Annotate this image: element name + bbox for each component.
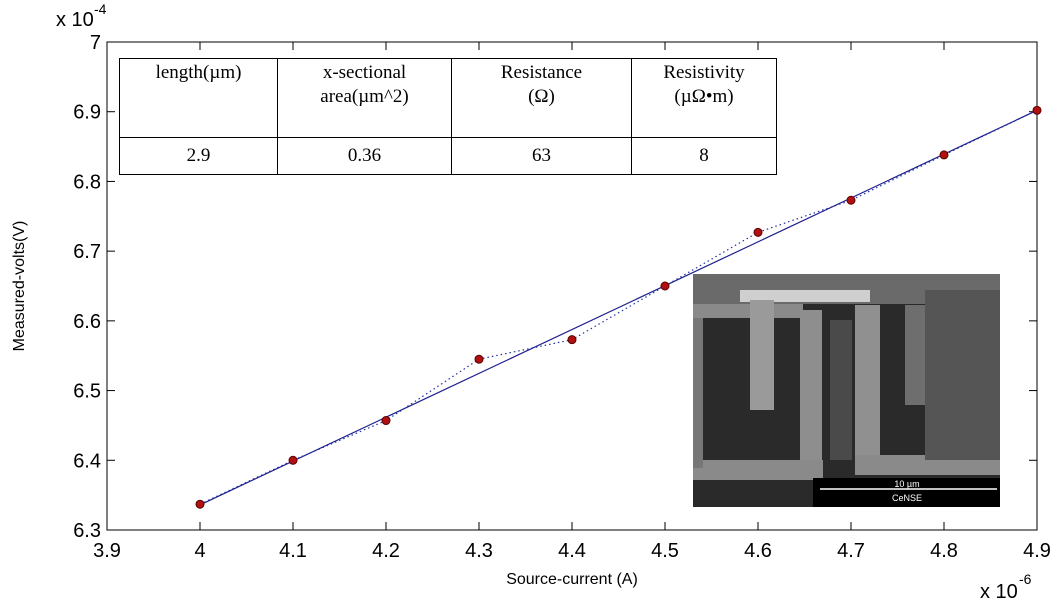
- y-tick-label: 6.6: [73, 311, 101, 333]
- data-point: [381, 416, 391, 426]
- y-tick-label: 6.8: [73, 171, 101, 193]
- x-tick-label: 4.3: [465, 540, 493, 562]
- table-cell: 0.36: [277, 137, 452, 175]
- data-point: [195, 499, 205, 509]
- y-tick-label: 6.5: [73, 381, 101, 403]
- x-exponent: x 10: [980, 581, 1018, 602]
- data-point: [660, 281, 670, 291]
- data-point: [939, 150, 949, 160]
- x-tick-label: 3.9: [93, 540, 121, 562]
- scale-bar-label: 10 µm: [894, 479, 919, 489]
- x-tick-label: 4.7: [837, 540, 865, 562]
- header-text: Resistance: [500, 62, 583, 83]
- x-tick-label: 4.1: [279, 540, 307, 562]
- x-tick-label: 4.6: [744, 540, 772, 562]
- header-cell: Resistance (Ω): [451, 58, 632, 138]
- x-tick-label: 4.4: [558, 540, 586, 562]
- data-point: [567, 335, 577, 345]
- data-point: [846, 195, 856, 205]
- table-cell: 2.9: [119, 137, 278, 175]
- header-cell: length(µm): [119, 58, 278, 138]
- y-tick-label: 6.3: [73, 520, 101, 542]
- x-tick-label: 4.5: [651, 540, 679, 562]
- header-text: x-sectional: [322, 62, 407, 83]
- header-cell: Resistivity (µΩ•m): [631, 58, 777, 138]
- table-cell: 63: [451, 137, 632, 175]
- x-tick-label: 4.8: [930, 540, 958, 562]
- sem-image: 10 µm CeNSE: [693, 274, 1000, 507]
- image-label: CeNSE: [892, 493, 922, 503]
- x-tick-label: 4: [194, 540, 205, 562]
- data-line: [199, 109, 1038, 505]
- x-exponent-power: -6: [1019, 571, 1032, 587]
- header-text: length(µm): [155, 62, 242, 83]
- x-axis-label: Source-current (A): [506, 571, 638, 588]
- data-point: [474, 354, 484, 364]
- data-table: length(µm) x-sectional area(µm^2) Resistanc…: [119, 58, 777, 175]
- header-text: area(µm^2): [320, 86, 409, 107]
- fit-line: [199, 109, 1038, 506]
- data-point: [288, 455, 298, 465]
- data-point: [1032, 105, 1042, 115]
- header-row: length(µm) x-sectional area(µm^2) Resistanc…: [119, 58, 777, 138]
- header-text: Resistivity: [663, 62, 745, 83]
- y-exponent-power: -4: [94, 1, 107, 17]
- y-tick-label: 7: [90, 32, 101, 54]
- header-cell: x-sectional area(µm^2): [277, 58, 452, 138]
- y-tick-label: 6.9: [73, 102, 101, 124]
- header-text: (Ω): [528, 86, 555, 107]
- y-exponent: x 10: [56, 9, 94, 31]
- table-cell: 8: [631, 137, 777, 175]
- y-tick-label: 6.7: [73, 241, 101, 263]
- header-text: (µΩ•m): [674, 86, 734, 107]
- y-axis-label: Measured-volts(V): [11, 221, 28, 352]
- y-tick-label: 6.4: [73, 450, 101, 472]
- x-tick-label: 4.2: [372, 540, 400, 562]
- data-point: [753, 227, 763, 237]
- x-tick-label: 4.9: [1023, 540, 1051, 562]
- table-row: 2.9 0.36 63 8: [119, 137, 777, 175]
